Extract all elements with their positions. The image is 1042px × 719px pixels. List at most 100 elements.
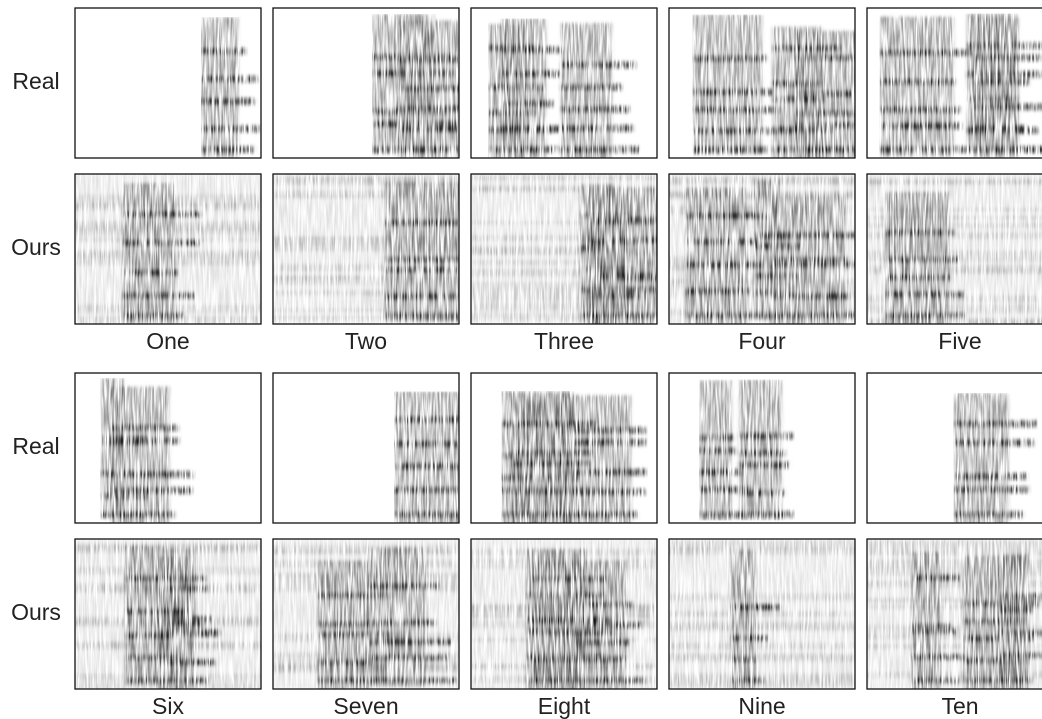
- harmonic: [738, 461, 790, 469]
- harmonic: [317, 592, 393, 600]
- panel-frame: [866, 173, 1042, 325]
- energy: [879, 16, 954, 157]
- harmonic: [879, 106, 960, 114]
- harmonic: [560, 426, 647, 434]
- harmonic: [560, 105, 630, 113]
- panel-frame: [668, 372, 856, 524]
- spectrogram: [75, 174, 261, 324]
- energy: [999, 554, 1029, 689]
- harmonic: [560, 511, 638, 518]
- harmonic: [770, 312, 855, 319]
- harmonic: [879, 122, 962, 130]
- column-label: Six: [152, 693, 184, 719]
- harmonic: [394, 440, 459, 448]
- harmonic: [532, 677, 598, 684]
- harmonic: [772, 95, 826, 103]
- harmonic: [163, 585, 208, 593]
- harmonic: [511, 488, 591, 496]
- harmonic: [124, 608, 190, 616]
- harmonic: [163, 658, 213, 666]
- harmonic: [110, 486, 193, 494]
- harmonic: [730, 655, 757, 663]
- harmonic: [110, 437, 180, 445]
- harmonic: [201, 146, 255, 153]
- spectrogram: [372, 14, 459, 158]
- energy: [384, 182, 459, 323]
- energy: [394, 391, 459, 523]
- harmonic: [397, 146, 459, 153]
- spectrogram: [669, 539, 855, 689]
- harmonic: [532, 629, 614, 637]
- column-label: One: [146, 328, 189, 354]
- spectrogram: [100, 378, 196, 523]
- harmonic: [692, 106, 782, 114]
- spectrogram: [501, 391, 648, 523]
- row-label: Ours: [11, 599, 61, 625]
- energy: [122, 183, 176, 324]
- harmonic: [511, 459, 592, 467]
- harmonic: [511, 420, 594, 428]
- harmonic: [368, 654, 448, 662]
- harmonic: [110, 511, 175, 518]
- energy: [730, 550, 756, 689]
- column-label: Three: [534, 328, 594, 354]
- harmonic: [384, 293, 459, 301]
- harmonic: [699, 468, 743, 476]
- harmonic: [973, 103, 1042, 111]
- spectrogram: [394, 391, 459, 523]
- harmonic: [110, 424, 179, 432]
- harmonic: [124, 653, 178, 661]
- column-label: Seven: [333, 693, 398, 719]
- harmonic: [911, 677, 960, 684]
- harmonic: [795, 90, 855, 98]
- harmonic: [692, 88, 776, 96]
- panel-frame: [866, 538, 1042, 690]
- column-label: Five: [938, 328, 981, 354]
- harmonic: [397, 125, 459, 133]
- harmonic: [384, 266, 459, 274]
- harmonic: [122, 210, 203, 218]
- harmonic: [885, 228, 955, 236]
- harmonic: [738, 432, 795, 440]
- harmonic: [124, 677, 176, 684]
- energy: [201, 17, 239, 158]
- harmonic: [963, 635, 1034, 643]
- harmonic: [163, 677, 209, 684]
- harmonic: [879, 49, 975, 57]
- harmonic: [885, 274, 951, 282]
- harmonic: [384, 312, 459, 319]
- harmonic: [560, 438, 647, 446]
- energy: [973, 17, 1019, 158]
- panel-frame: [74, 7, 262, 159]
- panel-frame: [272, 538, 460, 690]
- harmonic: [953, 439, 1035, 447]
- harmonic: [124, 632, 176, 640]
- panel-frame: [866, 372, 1042, 524]
- harmonic: [532, 656, 615, 664]
- harmonic: [973, 78, 1030, 86]
- harmonic: [911, 622, 951, 630]
- harmonic: [122, 312, 184, 319]
- spectrogram: [669, 174, 855, 324]
- harmonic: [511, 449, 593, 457]
- harmonic: [591, 272, 655, 280]
- harmonic: [953, 420, 1038, 428]
- harmonic: [501, 70, 560, 78]
- harmonic: [685, 312, 767, 319]
- panel-frame: [668, 538, 856, 690]
- harmonic: [397, 84, 459, 92]
- harmonic: [122, 292, 195, 300]
- noise-fill: [669, 539, 855, 689]
- spectrogram: [201, 17, 261, 158]
- harmonic: [384, 256, 459, 264]
- harmonic: [532, 617, 615, 625]
- harmonic: [730, 603, 769, 611]
- energy: [511, 393, 575, 523]
- harmonic: [885, 290, 964, 298]
- column-label: Eight: [538, 693, 591, 719]
- harmonic: [591, 312, 640, 319]
- row-label: Real: [12, 433, 59, 459]
- spectrogram: [273, 539, 459, 689]
- harmonic: [511, 511, 582, 518]
- harmonic: [738, 489, 785, 497]
